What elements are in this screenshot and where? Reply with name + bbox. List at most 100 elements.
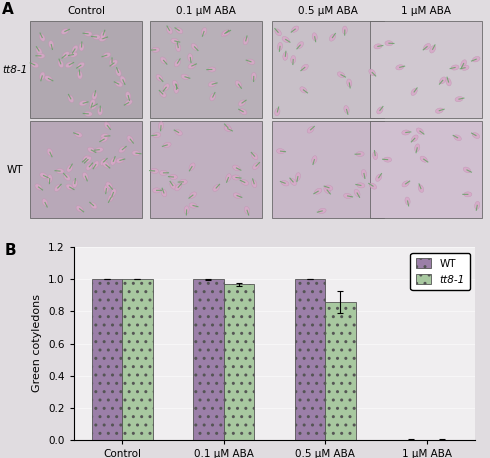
Ellipse shape (436, 108, 443, 113)
Ellipse shape (402, 181, 409, 187)
Ellipse shape (300, 87, 307, 93)
Text: 0.5 μM ABA: 0.5 μM ABA (298, 6, 358, 16)
Ellipse shape (251, 153, 258, 159)
Ellipse shape (224, 124, 231, 131)
Ellipse shape (224, 126, 232, 131)
Ellipse shape (72, 180, 77, 188)
Ellipse shape (221, 30, 228, 37)
Ellipse shape (189, 203, 197, 208)
Bar (272, 21, 384, 118)
Ellipse shape (77, 71, 82, 79)
Ellipse shape (47, 148, 53, 156)
Ellipse shape (70, 52, 77, 57)
Ellipse shape (290, 179, 296, 185)
Text: Control: Control (67, 6, 105, 16)
Ellipse shape (276, 149, 285, 154)
Ellipse shape (152, 188, 161, 193)
Ellipse shape (356, 152, 364, 157)
Ellipse shape (111, 158, 116, 165)
Ellipse shape (153, 132, 161, 137)
Ellipse shape (95, 147, 103, 152)
Ellipse shape (103, 53, 111, 58)
Text: B: B (5, 243, 17, 258)
Ellipse shape (245, 207, 250, 214)
Ellipse shape (111, 189, 116, 196)
Ellipse shape (357, 183, 365, 188)
Ellipse shape (86, 164, 93, 170)
Ellipse shape (374, 44, 382, 49)
Ellipse shape (61, 29, 69, 34)
Ellipse shape (251, 72, 256, 81)
Ellipse shape (475, 202, 480, 209)
Ellipse shape (369, 183, 377, 189)
Text: tt8-1: tt8-1 (2, 65, 27, 75)
Ellipse shape (40, 72, 45, 80)
Ellipse shape (307, 126, 314, 133)
Ellipse shape (208, 82, 216, 87)
Ellipse shape (175, 184, 181, 191)
Ellipse shape (47, 174, 52, 183)
Bar (370, 121, 482, 218)
Ellipse shape (184, 206, 189, 214)
Ellipse shape (329, 34, 336, 41)
Ellipse shape (354, 189, 360, 196)
Ellipse shape (132, 151, 140, 156)
Bar (150, 121, 262, 218)
Ellipse shape (125, 92, 131, 99)
Ellipse shape (405, 197, 410, 205)
Bar (325, 302, 356, 440)
Bar (92, 279, 122, 440)
Ellipse shape (171, 38, 179, 44)
Ellipse shape (372, 152, 378, 159)
Ellipse shape (226, 174, 231, 181)
Bar (370, 21, 482, 118)
Ellipse shape (247, 59, 255, 65)
Ellipse shape (174, 85, 179, 93)
Ellipse shape (92, 92, 97, 100)
Ellipse shape (376, 174, 382, 181)
Ellipse shape (377, 107, 383, 114)
Ellipse shape (79, 101, 87, 106)
Ellipse shape (163, 84, 170, 91)
Ellipse shape (312, 156, 317, 164)
Ellipse shape (88, 147, 95, 153)
Ellipse shape (104, 122, 110, 129)
Ellipse shape (158, 122, 164, 130)
Ellipse shape (179, 180, 187, 185)
Ellipse shape (90, 202, 97, 209)
Ellipse shape (37, 54, 45, 58)
Ellipse shape (240, 109, 247, 114)
Ellipse shape (77, 62, 84, 68)
Ellipse shape (116, 158, 124, 163)
Ellipse shape (100, 136, 108, 142)
Ellipse shape (295, 173, 300, 180)
Ellipse shape (106, 182, 112, 189)
Ellipse shape (175, 130, 182, 136)
Ellipse shape (68, 95, 74, 103)
Ellipse shape (99, 36, 107, 41)
Ellipse shape (312, 33, 317, 41)
Ellipse shape (412, 135, 418, 142)
Y-axis label: Green cotyledons: Green cotyledons (32, 294, 42, 393)
Ellipse shape (79, 43, 84, 51)
Ellipse shape (175, 44, 181, 52)
Ellipse shape (150, 169, 159, 174)
Ellipse shape (239, 100, 245, 106)
Ellipse shape (415, 144, 420, 152)
Ellipse shape (440, 77, 446, 84)
Ellipse shape (241, 180, 248, 185)
Ellipse shape (74, 132, 82, 137)
Bar (30, 121, 142, 218)
Ellipse shape (120, 76, 125, 84)
Ellipse shape (156, 75, 163, 81)
Ellipse shape (454, 135, 462, 141)
Ellipse shape (54, 185, 61, 191)
Ellipse shape (36, 47, 42, 55)
Ellipse shape (277, 43, 283, 50)
Ellipse shape (325, 185, 333, 191)
Ellipse shape (461, 60, 466, 67)
Ellipse shape (253, 163, 259, 169)
Ellipse shape (343, 26, 347, 34)
Ellipse shape (461, 65, 469, 70)
Ellipse shape (115, 81, 122, 87)
